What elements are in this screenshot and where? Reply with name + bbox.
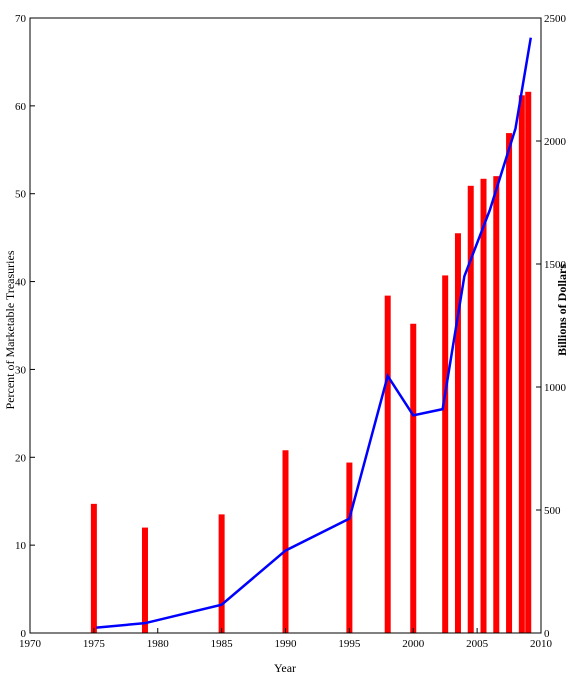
x-tick-label: 1985: [211, 638, 234, 650]
y-tick-label: 20: [15, 452, 27, 464]
bar: [518, 95, 525, 634]
x-tick-label: 2005: [466, 638, 489, 650]
y2-tick-label: 2500: [544, 13, 567, 25]
y2-tick-label: 2000: [544, 136, 567, 148]
x-tick-label: 2000: [402, 638, 425, 650]
y-tick-label: 60: [15, 101, 27, 113]
y-tick-label: 50: [15, 189, 27, 201]
x-tick-label: 1975: [83, 638, 106, 650]
y2-tick-label: 1000: [544, 382, 567, 394]
x-tick-label: 1990: [275, 638, 298, 650]
y2-axis-title: Billions of Dollars: [555, 264, 569, 356]
bar: [506, 133, 513, 634]
x-tick-label: 2010: [530, 638, 553, 650]
bar: [346, 462, 353, 633]
y-tick-label: 10: [15, 540, 27, 552]
line: [96, 37, 533, 629]
bar: [410, 323, 417, 633]
bar: [493, 176, 500, 633]
bar: [90, 503, 97, 633]
bar: [480, 178, 487, 633]
x-tick-label: 1995: [338, 638, 361, 650]
bar: [525, 91, 532, 634]
y-tick-label: 70: [15, 13, 27, 25]
y-axis-title: Percent of Marketable Treasuries: [3, 250, 17, 409]
bar: [454, 233, 461, 633]
x-tick-label: 1970: [19, 638, 42, 650]
y-tick-label: 0: [21, 628, 27, 640]
y2-tick-label: 1500: [544, 259, 567, 271]
bar: [467, 185, 474, 634]
x-tick-label: 1980: [147, 638, 170, 650]
bar: [218, 514, 225, 633]
y2-tick-label: 500: [544, 505, 561, 517]
x-axis-title: Year: [274, 661, 296, 675]
bar: [442, 275, 449, 633]
bar: [141, 527, 148, 633]
bar: [282, 450, 289, 633]
y2-tick-label: 0: [544, 628, 550, 640]
bar: [384, 295, 391, 633]
y-tick-label: 40: [15, 277, 27, 289]
y-tick-label: 30: [15, 364, 27, 376]
